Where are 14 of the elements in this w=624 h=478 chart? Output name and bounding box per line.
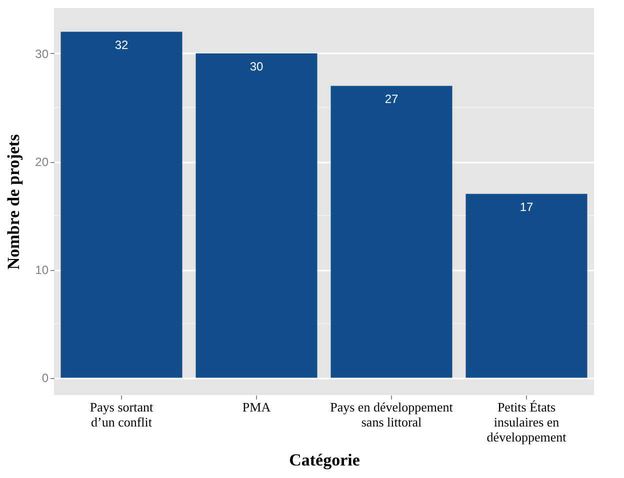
y-tick-label: 20 bbox=[35, 155, 49, 170]
y-tick-label: 10 bbox=[35, 263, 49, 278]
x-axis-title: Catégorie bbox=[289, 450, 360, 470]
x-tick-label: Pays en développement sans littoral bbox=[330, 400, 454, 430]
x-tick-label: PMA bbox=[242, 400, 272, 414]
data-label: 17 bbox=[520, 200, 534, 214]
x-tick-label: Petits États insulaires en développement bbox=[486, 400, 567, 444]
data-label: 32 bbox=[114, 38, 128, 52]
x-tick-label: Pays sortant d’un conflit bbox=[90, 400, 154, 430]
y-tick-label: 30 bbox=[35, 46, 49, 61]
y-tick-label: 0 bbox=[42, 371, 49, 386]
y-axis-title: Nombre de projets bbox=[4, 134, 24, 270]
data-label: 30 bbox=[250, 59, 264, 74]
data-label: 27 bbox=[384, 92, 398, 106]
